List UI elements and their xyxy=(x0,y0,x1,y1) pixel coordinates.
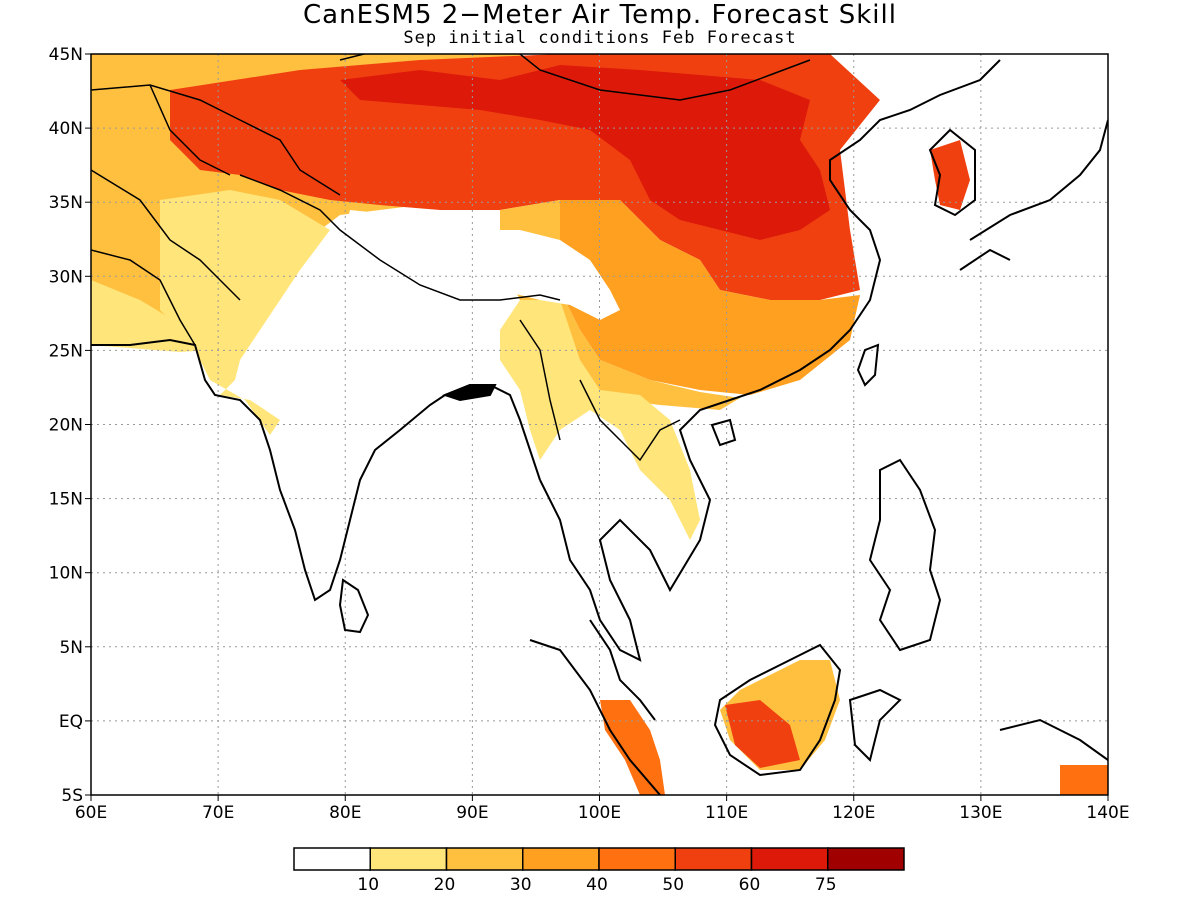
skill-region-east-china xyxy=(520,200,860,395)
legend-label: 75 xyxy=(815,875,837,895)
lon-tick-label: 90E xyxy=(456,803,488,823)
skill-region-tibet-gap xyxy=(340,210,620,320)
lat-tick-label: 30N xyxy=(49,267,83,287)
border-iran-afghan xyxy=(91,249,196,346)
lon-tick-label: 100E xyxy=(578,803,621,823)
skill-region-pakistan-yellow xyxy=(91,280,210,352)
coastline-hainan xyxy=(710,418,737,447)
lat-tick-label: 10N xyxy=(49,564,83,584)
coastline-sri-lanka xyxy=(338,578,370,634)
legend-swatch xyxy=(369,847,448,871)
border-indochina xyxy=(519,319,681,462)
border-himalaya xyxy=(239,174,561,301)
legend-label: 20 xyxy=(434,875,456,895)
map-subtitle: Sep initial conditions Feb Forecast xyxy=(403,28,797,48)
skill-region-borneo-core xyxy=(725,700,800,768)
legend-label: 40 xyxy=(586,875,608,895)
lat-tick-label: EQ xyxy=(59,712,83,732)
longitude-ticks: 60E 70E 80E 90E 100E 110E 120E 130E 140E xyxy=(75,795,1130,823)
skill-region-mongolia-dark xyxy=(340,65,830,240)
coastline-new-guinea xyxy=(999,718,1108,761)
skill-region-indochina-yellow xyxy=(500,300,700,540)
lon-tick-label: 130E xyxy=(959,803,1002,823)
coastline-taiwan xyxy=(856,343,880,387)
lat-tick-label: 45N xyxy=(49,45,83,65)
country-borders xyxy=(91,54,811,462)
legend-swatch xyxy=(827,847,905,871)
latitude-ticks: 5S EQ 5N 10N 15N 20N 25N 30N 35N 40N 45N xyxy=(49,45,91,806)
coastline-bay-of-bengal-delta xyxy=(442,384,497,402)
lon-tick-label: 80E xyxy=(329,803,361,823)
legend-swatch xyxy=(674,847,753,871)
map-title: CanESM5 2−Meter Air Temp. Forecast Skill xyxy=(303,0,897,30)
skill-shading xyxy=(91,54,1108,795)
color-legend: 10 20 30 40 50 60 75 xyxy=(293,847,905,895)
border-central-asia xyxy=(91,84,341,301)
legend-swatch xyxy=(445,847,524,871)
lat-tick-label: 15N xyxy=(49,490,83,510)
coastline-japan xyxy=(959,119,1108,271)
coastlines xyxy=(91,59,1108,795)
legend-swatch xyxy=(598,847,676,871)
border-mongolia xyxy=(339,54,811,101)
legend-label: 50 xyxy=(662,875,684,895)
lat-tick-label: 35N xyxy=(49,193,83,213)
lat-tick-label: 25N xyxy=(49,341,83,361)
skill-region-new-guinea xyxy=(1060,765,1108,795)
lon-tick-label: 70E xyxy=(202,803,234,823)
skill-region-sumatra xyxy=(600,700,665,795)
skill-region-korea xyxy=(930,140,970,210)
lon-tick-label: 120E xyxy=(832,803,875,823)
lat-tick-label: 20N xyxy=(49,416,83,436)
lat-tick-label: 40N xyxy=(49,119,83,139)
legend-label: 60 xyxy=(739,875,761,895)
lat-tick-label: 5N xyxy=(59,638,83,658)
legend-swatch xyxy=(750,847,829,871)
lon-tick-label: 140E xyxy=(1086,803,1129,823)
legend-swatch xyxy=(293,847,371,871)
legend-swatch xyxy=(522,847,600,871)
coastline-borneo xyxy=(713,643,842,777)
legend-label: 10 xyxy=(357,875,379,895)
lon-tick-label: 60E xyxy=(75,803,107,823)
skill-region-tibet-yellow xyxy=(160,190,330,435)
coastline-philippines xyxy=(868,458,942,652)
coastline-malay-sumatra xyxy=(529,619,661,795)
coastline-sulawesi xyxy=(848,688,902,762)
coastline-korea xyxy=(928,128,976,217)
coastline-indochina xyxy=(539,59,1001,662)
lon-tick-label: 110E xyxy=(705,803,748,823)
lat-tick-label: 5S xyxy=(61,786,83,806)
legend-label: 30 xyxy=(510,875,532,895)
